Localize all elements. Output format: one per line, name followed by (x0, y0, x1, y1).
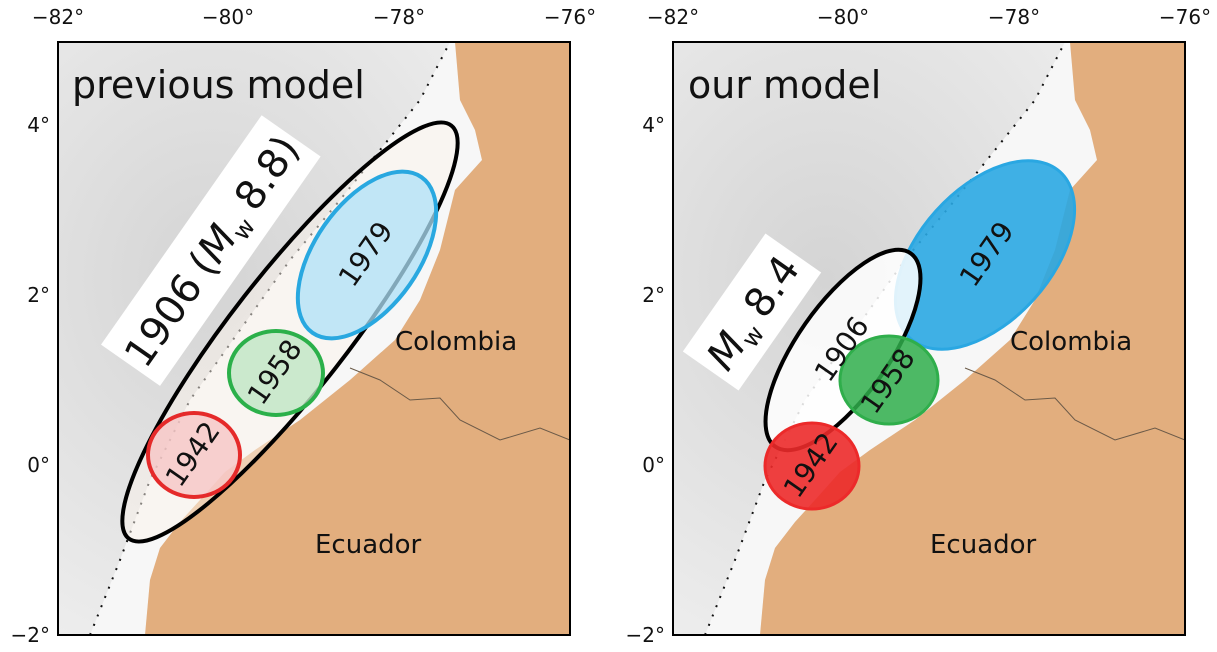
lat-ticks: 4° 2° 0° −2° (626, 113, 665, 647)
lat-tick: 2° (642, 283, 665, 307)
country-label: Colombia (1010, 327, 1132, 357)
lon-tick: −78° (988, 5, 1040, 29)
country-label: Colombia (395, 327, 517, 357)
lat-tick: −2° (626, 623, 665, 647)
lon-tick: −78° (373, 5, 425, 29)
lon-ticks: −82° −80° −78° −76° (32, 5, 596, 29)
lat-tick: 0° (642, 453, 665, 477)
lat-tick: 2° (27, 283, 50, 307)
lon-ticks: −82° −80° −78° −76° (647, 5, 1211, 29)
panel-right: 1979 1906 1958 1942 Mw8.4 our model Colo… (626, 5, 1212, 647)
lon-tick: −82° (647, 5, 699, 29)
lat-ticks: 4° 2° 0° −2° (11, 113, 50, 647)
figure: 1979 1958 1942 1906(Mw8.8) previous mode… (0, 0, 1217, 648)
lon-tick: −76° (1159, 5, 1211, 29)
lon-tick: −76° (544, 5, 596, 29)
lon-tick: −80° (817, 5, 869, 29)
lat-tick: 4° (642, 113, 665, 137)
panel-left: 1979 1958 1942 1906(Mw8.8) previous mode… (11, 5, 597, 647)
lon-tick: −82° (32, 5, 84, 29)
lat-tick: 0° (27, 453, 50, 477)
lon-tick: −80° (202, 5, 254, 29)
panel-title: our model (688, 63, 881, 107)
country-label: Ecuador (930, 530, 1037, 560)
lat-tick: 4° (27, 113, 50, 137)
panel-title: previous model (72, 63, 365, 107)
country-label: Ecuador (315, 530, 422, 560)
lat-tick: −2° (11, 623, 50, 647)
